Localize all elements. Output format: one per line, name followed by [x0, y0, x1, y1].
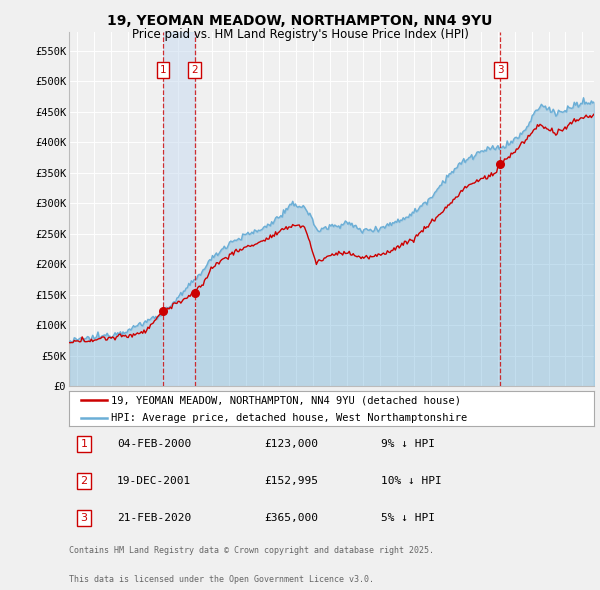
Text: This data is licensed under the Open Government Licence v3.0.: This data is licensed under the Open Gov… — [69, 575, 374, 584]
Text: 2: 2 — [80, 476, 88, 486]
Text: 19, YEOMAN MEADOW, NORTHAMPTON, NN4 9YU (detached house): 19, YEOMAN MEADOW, NORTHAMPTON, NN4 9YU … — [111, 395, 461, 405]
Text: 5% ↓ HPI: 5% ↓ HPI — [381, 513, 435, 523]
Text: 04-FEB-2000: 04-FEB-2000 — [117, 439, 191, 448]
Bar — [163, 32, 194, 386]
Text: HPI: Average price, detached house, West Northamptonshire: HPI: Average price, detached house, West… — [111, 413, 467, 423]
Text: 19, YEOMAN MEADOW, NORTHAMPTON, NN4 9YU: 19, YEOMAN MEADOW, NORTHAMPTON, NN4 9YU — [107, 14, 493, 28]
Text: £365,000: £365,000 — [264, 513, 318, 523]
Text: 3: 3 — [80, 513, 88, 523]
Text: 2: 2 — [191, 65, 198, 74]
Text: 19-DEC-2001: 19-DEC-2001 — [117, 476, 191, 486]
Text: 10% ↓ HPI: 10% ↓ HPI — [381, 476, 442, 486]
Text: 21-FEB-2020: 21-FEB-2020 — [117, 513, 191, 523]
Text: £123,000: £123,000 — [264, 439, 318, 448]
Text: 3: 3 — [497, 65, 504, 74]
Text: £152,995: £152,995 — [264, 476, 318, 486]
Text: 1: 1 — [160, 65, 166, 74]
Text: 1: 1 — [80, 439, 88, 448]
Text: Price paid vs. HM Land Registry's House Price Index (HPI): Price paid vs. HM Land Registry's House … — [131, 28, 469, 41]
Text: 9% ↓ HPI: 9% ↓ HPI — [381, 439, 435, 448]
Text: Contains HM Land Registry data © Crown copyright and database right 2025.: Contains HM Land Registry data © Crown c… — [69, 546, 434, 555]
